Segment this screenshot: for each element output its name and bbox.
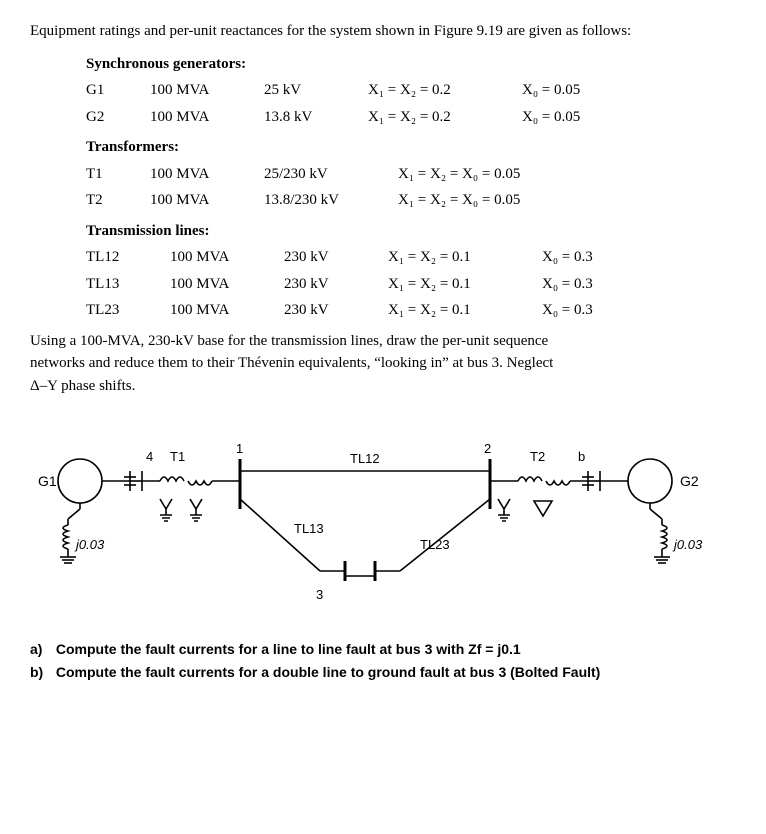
tl-id: TL23 — [86, 299, 146, 322]
tl-row-23: TL23 100 MVA 230 kV X₁ = X₂ = 0.1 X₀ = 0… — [86, 299, 736, 322]
tl12-label: TL12 — [350, 451, 380, 466]
tx-row-t2: T2 100 MVA 13.8/230 kV X₁ = X₂ = X₀ = 0.… — [86, 189, 736, 212]
g1-label: G1 — [38, 473, 57, 489]
tx-row-t1: T1 100 MVA 25/230 kV X₁ = X₂ = X₀ = 0.05 — [86, 163, 736, 186]
qb-label: b) — [30, 662, 52, 683]
tl-row-13: TL13 100 MVA 230 kV X₁ = X₂ = 0.1 X₀ = 0… — [86, 273, 736, 296]
gen-x0: X₀ = 0.05 — [522, 79, 580, 102]
tl-x0: X₀ = 0.3 — [542, 273, 593, 296]
tl-header: Transmission lines: — [86, 220, 736, 243]
bus3-label: 3 — [316, 587, 323, 602]
tl-kv: 230 kV — [284, 299, 364, 322]
g2-label: G2 — [680, 473, 699, 489]
gen-id: G1 — [86, 79, 126, 102]
tx-id: T1 — [86, 163, 126, 186]
tx-kv: 13.8/230 kV — [264, 189, 374, 212]
tl-kv: 230 kV — [284, 273, 364, 296]
bus4-label: 4 — [146, 449, 153, 464]
tl23-label: TL23 — [420, 537, 450, 552]
qb-text: Compute the fault currents for a double … — [56, 664, 600, 680]
j003-left: j0.03 — [74, 537, 105, 552]
tx-x: X₁ = X₂ = X₀ = 0.05 — [398, 163, 520, 186]
gens-header: Synchronous generators: — [86, 53, 736, 76]
qa-text: Compute the fault currents for a line to… — [56, 641, 521, 657]
intro-text: Equipment ratings and per-unit reactance… — [30, 20, 736, 43]
task-line1: Using a 100-MVA, 230-kV base for the tra… — [30, 333, 548, 349]
tl-mva: 100 MVA — [170, 273, 260, 296]
tl-id: TL13 — [86, 273, 146, 296]
tx-header: Transformers: — [86, 136, 736, 159]
question-b: b) Compute the fault currents for a doub… — [30, 662, 736, 683]
tl13-label: TL13 — [294, 521, 324, 536]
gen-x12: X₁ = X₂ = 0.2 — [368, 79, 498, 102]
task-line2: networks and reduce them to their Théven… — [30, 355, 553, 371]
bus2-label: 2 — [484, 441, 491, 456]
gen-row-g2: G2 100 MVA 13.8 kV X₁ = X₂ = 0.2 X₀ = 0.… — [86, 106, 736, 129]
tx-kv: 25/230 kV — [264, 163, 374, 186]
t2-label: T2 — [530, 449, 545, 464]
tl-x12: X₁ = X₂ = 0.1 — [388, 246, 518, 269]
tl-x0: X₀ = 0.3 — [542, 246, 593, 269]
gen-id: G2 — [86, 106, 126, 129]
gen-row-g1: G1 100 MVA 25 kV X₁ = X₂ = 0.2 X₀ = 0.05 — [86, 79, 736, 102]
one-line-diagram: G1 4 T1 1 TL12 2 TL13 TL23 3 — [30, 421, 736, 621]
tx-mva: 100 MVA — [150, 189, 240, 212]
qa-label: a) — [30, 639, 52, 660]
tl-mva: 100 MVA — [170, 299, 260, 322]
question-a: a) Compute the fault currents for a line… — [30, 639, 736, 660]
tx-x: X₁ = X₂ = X₀ = 0.05 — [398, 189, 520, 212]
gen-x0: X₀ = 0.05 — [522, 106, 580, 129]
gen-kv: 13.8 kV — [264, 106, 344, 129]
busb-label: b — [578, 449, 585, 464]
tl-x12: X₁ = X₂ = 0.1 — [388, 273, 518, 296]
tx-mva: 100 MVA — [150, 163, 240, 186]
task-line3: Δ–Y phase shifts. — [30, 378, 135, 394]
task-text: Using a 100-MVA, 230-kV base for the tra… — [30, 330, 736, 398]
j003-right: j0.03 — [672, 537, 703, 552]
gen-mva: 100 MVA — [150, 79, 240, 102]
tl-x12: X₁ = X₂ = 0.1 — [388, 299, 518, 322]
tx-id: T2 — [86, 189, 126, 212]
tl-x0: X₀ = 0.3 — [542, 299, 593, 322]
tl-id: TL12 — [86, 246, 146, 269]
bus1-label: 1 — [236, 441, 243, 456]
tl-row-12: TL12 100 MVA 230 kV X₁ = X₂ = 0.1 X₀ = 0… — [86, 246, 736, 269]
tl-mva: 100 MVA — [170, 246, 260, 269]
questions: a) Compute the fault currents for a line… — [30, 639, 736, 683]
gen-x12: X₁ = X₂ = 0.2 — [368, 106, 498, 129]
gen-mva: 100 MVA — [150, 106, 240, 129]
t1-label: T1 — [170, 449, 185, 464]
tl-kv: 230 kV — [284, 246, 364, 269]
gen-kv: 25 kV — [264, 79, 344, 102]
